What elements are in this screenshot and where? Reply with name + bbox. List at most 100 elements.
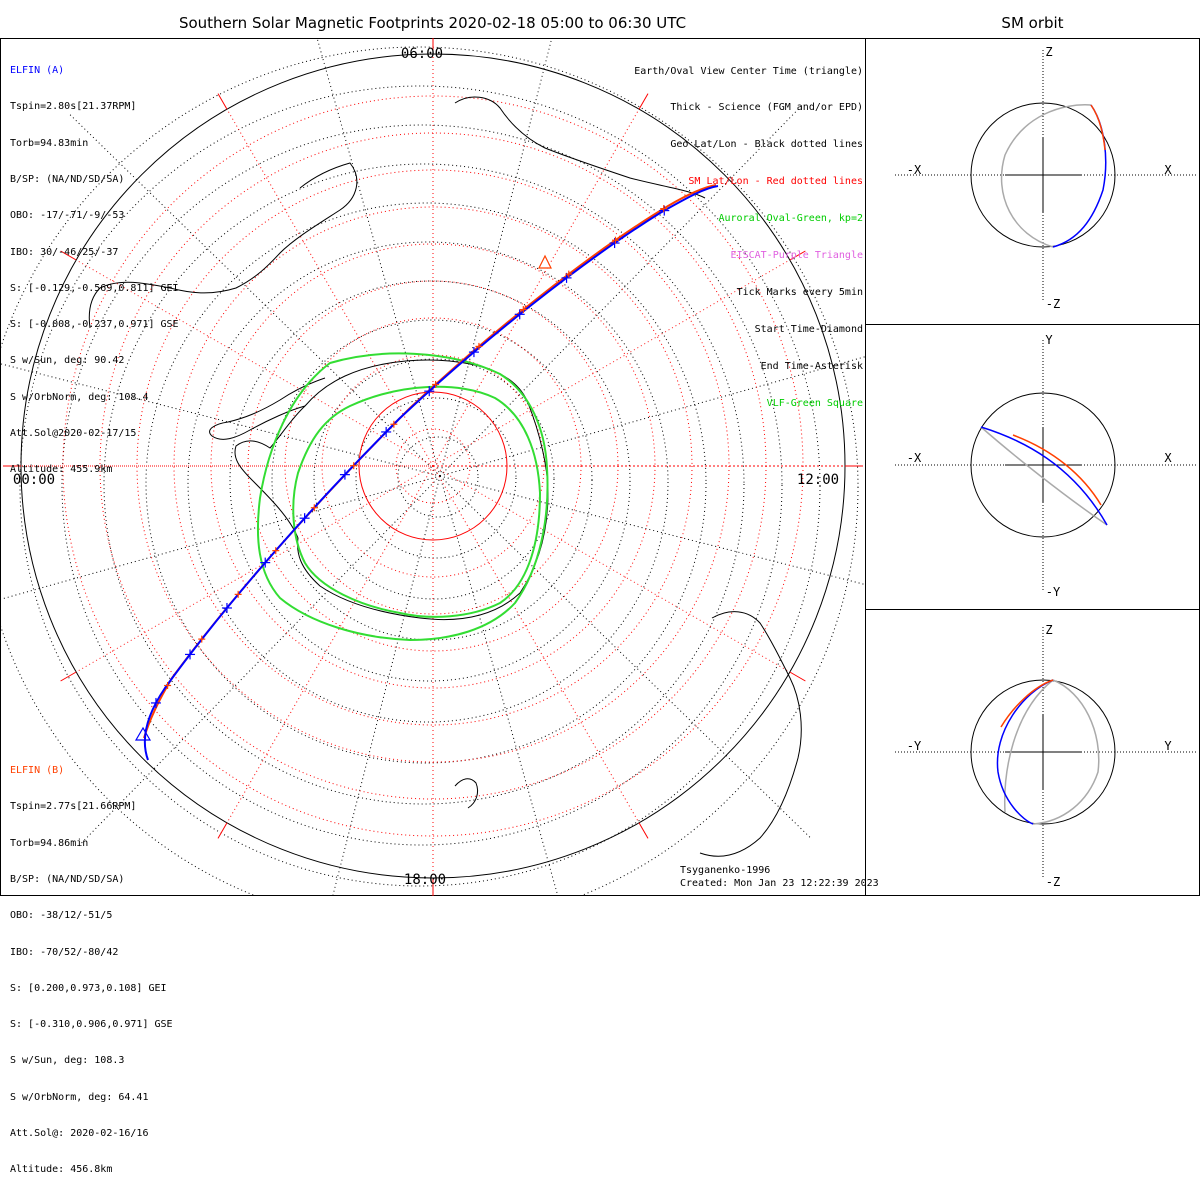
- probe-a-name: ELFIN (A): [10, 65, 65, 77]
- sm-mlt-line: [226, 465, 434, 824]
- probe-a-info: ELFIN (A) Tspin=2.80s[21.37RPM] Torb=94.…: [10, 41, 179, 488]
- orbit-panels: -X X Z -Z -X X Y -Y -Y Y Z -Z: [895, 45, 1198, 889]
- probe-b-line: Altitude: 456.8km: [10, 1164, 113, 1176]
- sm-grid: [3, 38, 863, 896]
- orbit-track-probe-a: [980, 426, 1108, 526]
- orbit-track-probe-b: [1000, 679, 1054, 728]
- orbit-xy-axis-left: -X: [907, 451, 922, 465]
- geo-longitude-line: [439, 475, 813, 840]
- geo-latitude-line: [355, 397, 517, 559]
- orbit-track-probe-a: [1052, 104, 1107, 248]
- probe-a-line: S w/OrbNorm, deg: 108.4: [10, 391, 149, 403]
- geo-latitude-line: [187, 241, 669, 723]
- probe-b-name: ELFIN (B): [10, 765, 65, 777]
- orbit-track-grey: [1004, 679, 1100, 825]
- orbit-plot-xy: [895, 340, 1198, 590]
- mlt-label-00: 00:00: [13, 472, 55, 488]
- orbit-xy-axis-top: Y: [1045, 333, 1053, 347]
- probe-a-line: Tspin=2.80s[21.37RPM]: [10, 101, 137, 113]
- mlt-label-12: 12:00: [797, 472, 839, 488]
- sm-mlt-tick: [789, 671, 806, 682]
- geo-longitude-line: [439, 475, 559, 896]
- orbit-xy-axis-right: X: [1164, 451, 1172, 465]
- orbit-panel-title: SM orbit: [1001, 14, 1064, 32]
- australia-outline: [699, 611, 802, 857]
- orbit-track-probe-b: [1090, 104, 1106, 151]
- probe-b-line: S: [-0.310,0.906,0.971] GSE: [10, 1019, 173, 1031]
- south-america-outline: [88, 162, 358, 329]
- sm-mlt-line: [75, 465, 434, 673]
- geo-longitude-line: [439, 475, 866, 586]
- created-label: Created: Mon Jan 23 12:22:39 2023: [680, 878, 879, 889]
- orbit-plot-yz: [895, 627, 1198, 877]
- sm-mlt-tick: [217, 822, 228, 839]
- legend-item: SM Lat/Lon - Red dotted lines: [688, 176, 863, 188]
- geo-longitude-line: [0, 475, 441, 600]
- probe-a-line: Altitude: 455.9km: [10, 464, 113, 476]
- geo-latitude-line: [61, 124, 783, 846]
- legend: Earth/Oval View Center Time (triangle) T…: [634, 41, 863, 422]
- geo-latitude-line: [0, 46, 859, 896]
- geo-latitude-line: [397, 436, 479, 518]
- legend-item: EISCAT-Purple Triangle: [730, 250, 863, 262]
- probe-a-line: Torb=94.83min: [10, 137, 89, 149]
- probe-a-line: OBO: -17/-71/-9/-53: [10, 210, 125, 222]
- probe-a-line: IBO: 30/-46/25/-37: [10, 246, 119, 258]
- sm-mlt-tick: [60, 250, 77, 261]
- probe-a-track: [143, 185, 719, 761]
- mlt-label-06: 06:00: [401, 46, 443, 62]
- sm-mlt-line: [432, 108, 640, 467]
- probe-a-line: B/SP: (NA/ND/SD/SA): [10, 174, 125, 186]
- legend-item: End Time-Asterisk: [760, 360, 863, 372]
- sm-mlt-line: [432, 465, 640, 824]
- geo-longitude-line: [0, 363, 441, 477]
- sm-mlt-tick: [638, 93, 649, 110]
- probe-b-line: S w/Sun, deg: 108.3: [10, 1055, 125, 1067]
- orbit-plot-xz: [895, 50, 1198, 300]
- orbit-yz-axis-left: -Y: [907, 739, 922, 753]
- sm-mlt-tick: [217, 93, 228, 110]
- probe-b-line: S w/OrbNorm, deg: 64.41: [10, 1091, 149, 1103]
- legend-item: Earth/Oval View Center Time (triangle): [634, 65, 863, 77]
- sm-mlt-line: [432, 465, 791, 673]
- auroral-oval-outer: [256, 352, 549, 642]
- auroral-oval: [256, 352, 549, 642]
- probe-b-line: Tspin=2.77s[21.66RPM]: [10, 801, 137, 813]
- probe-a-line: Att.Sol@2020-02-17/15: [10, 428, 137, 439]
- geo-longitude-line: [332, 475, 441, 896]
- orbit-yz-axis-bottom: -Z: [1046, 875, 1060, 889]
- peninsula-outline: [209, 377, 326, 440]
- geo-latitude-line: [145, 202, 707, 764]
- sm-mlt-tick: [60, 671, 77, 682]
- sm-mlt-tick: [638, 822, 649, 839]
- orbit-track-probe-b: [1012, 434, 1102, 506]
- geo-latitude-line: [271, 319, 593, 641]
- sm-mlt-line: [226, 108, 434, 467]
- orbit-xz-axis-top: Z: [1045, 45, 1052, 59]
- probe-b-track: [143, 184, 717, 739]
- orbit-track-probe-a: [996, 679, 1054, 825]
- sm-mlt-tick: [789, 250, 806, 261]
- start-triangle-icon: [134, 726, 152, 741]
- probe-b-info: ELFIN (B) Tspin=2.77s[21.66RPM] Torb=94.…: [10, 741, 173, 1188]
- satellite-tracks: [134, 184, 719, 761]
- orbit-xz-axis-right: X: [1164, 163, 1172, 177]
- legend-item: Geo Lat/Lon - Black dotted lines: [670, 139, 863, 151]
- geo-longitude-line: [439, 103, 804, 477]
- legend-item: Tick Marks every 5min: [736, 286, 863, 298]
- mlt-label-18: 18:00: [404, 872, 446, 888]
- legend-item: Thick - Science (FGM and/or EPD): [670, 102, 863, 114]
- view-center-triangle-icon: [538, 254, 552, 269]
- probe-a-line: S w/Sun, deg: 90.42: [10, 355, 125, 367]
- legend-item: Auroral Oval-Green, kp=2: [718, 213, 864, 225]
- orbit-xz-axis-left: -X: [907, 163, 922, 177]
- africa-outline: [454, 96, 706, 199]
- orbit-xz-axis-bottom: -Z: [1046, 297, 1060, 311]
- probe-b-line: S: [0.200,0.973,0.108] GEI: [10, 982, 167, 994]
- orbit-yz-axis-top: Z: [1045, 623, 1052, 637]
- orbit-track-grey: [1000, 104, 1092, 248]
- geo-latitude-line: [229, 280, 631, 682]
- geo-latitude-line: [103, 163, 745, 805]
- probe-b-line: Torb=94.86min: [10, 837, 89, 849]
- probe-b-line: OBO: -38/12/-51/5: [10, 910, 113, 922]
